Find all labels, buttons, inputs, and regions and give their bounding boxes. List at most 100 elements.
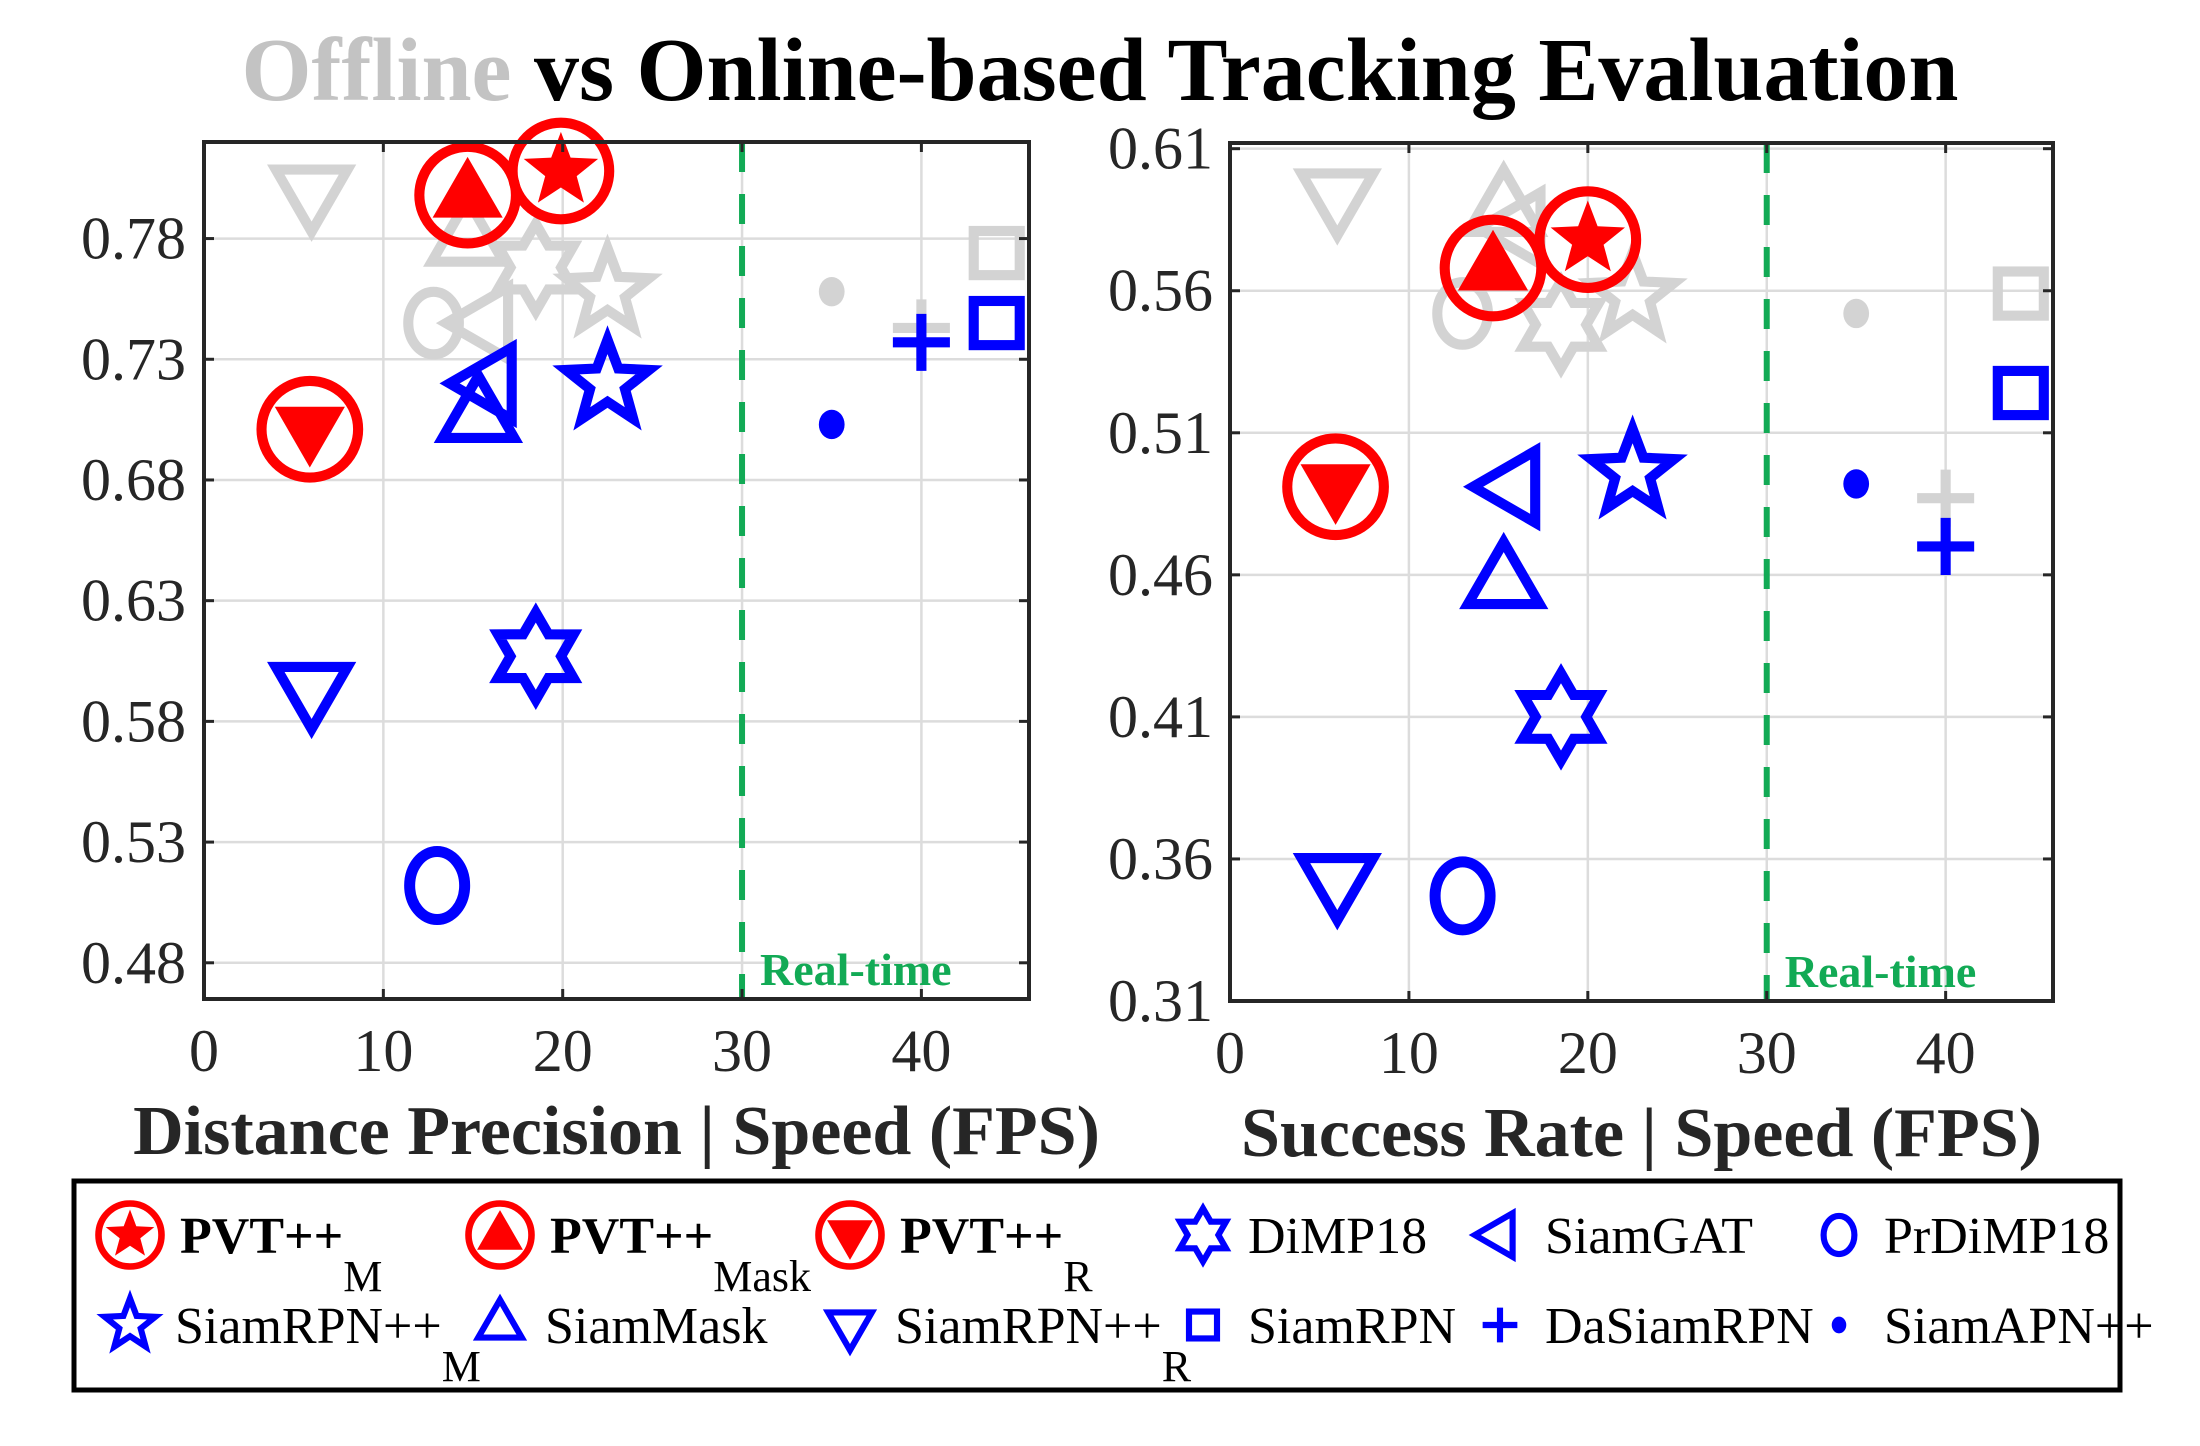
legend-box	[71, 1178, 2123, 1393]
legend-label-subscript: R	[1063, 1252, 1093, 1301]
legend-item-siamrpnpp_r: SiamRPN++R	[822, 1298, 1192, 1391]
legend-label-subscript: R	[1162, 1342, 1192, 1391]
legend-label: SiamRPN++M	[175, 1298, 481, 1391]
legend-label: PVT++M	[180, 1208, 382, 1301]
triangle-up-icon	[472, 1293, 528, 1341]
legend-label-text: SiamRPN++	[895, 1298, 1162, 1355]
circle-star-icon	[95, 1200, 165, 1270]
legend-label-text: SiamGAT	[1545, 1208, 1753, 1265]
y-tick-label: 0.68	[81, 447, 186, 513]
online-point-siamrpn	[1992, 365, 2049, 421]
offline-point-siamrpn	[968, 225, 1025, 281]
online-point-pvt_mask	[1439, 214, 1547, 322]
star-icon	[96, 1289, 164, 1354]
online-point-prdimp18	[1429, 856, 1496, 936]
legend-label-text: SiamAPN++	[1884, 1298, 2154, 1355]
legend-label-text: PrDiMP18	[1884, 1208, 2109, 1265]
y-tick-label: 0.31	[1108, 968, 1213, 1034]
offline-point-siamapnpp	[818, 276, 845, 307]
online-point-siammask	[1459, 531, 1549, 610]
plus-icon	[1482, 1307, 1518, 1343]
online-series	[256, 117, 1025, 926]
online-point-siamapnpp	[1843, 469, 1870, 499]
online-point-prdimp18	[404, 846, 471, 926]
legend-label-text: PVT++	[900, 1208, 1063, 1265]
legend-label-subscript: M	[442, 1342, 481, 1391]
offline-point-siamapnpp	[1843, 298, 1870, 329]
offline-point-siamgat	[435, 278, 514, 368]
online-point-siamrpnpp_r	[267, 661, 357, 740]
legend-item-pvt_mask: PVT++Mask	[465, 1200, 811, 1301]
realtime-label: Real-time	[1785, 946, 1977, 997]
legend-label-subscript: Mask	[713, 1252, 811, 1301]
online-point-pvt_r	[256, 375, 364, 483]
legend-label-text: SiamRPN++	[175, 1298, 442, 1355]
online-series	[1282, 186, 2049, 936]
y-tick-label: 0.53	[81, 809, 186, 875]
online-point-dimp18	[489, 602, 583, 710]
x-tick-label: 40	[891, 1018, 951, 1084]
legend-label: PVT++Mask	[550, 1208, 811, 1301]
y-tick-label: 0.36	[1108, 826, 1213, 892]
x-tick-label: 20	[533, 1018, 593, 1084]
offline-point-siamrpnpp_r	[1292, 168, 1382, 246]
legend-label: SiamMask	[545, 1298, 767, 1355]
x-axis-title: Success Rate | Speed (FPS)	[1241, 1095, 2042, 1172]
legend-item-pvt_m: PVT++M	[95, 1200, 382, 1301]
x-tick-label: 30	[1737, 1020, 1797, 1086]
y-tick-label: 0.78	[81, 206, 186, 272]
x-tick-label: 0	[189, 1018, 219, 1084]
legend-item-dasiamrpn: DaSiamRPN	[1482, 1298, 1814, 1355]
online-point-dasiamrpn	[1917, 517, 1975, 575]
legend-label-text: SiamMask	[545, 1298, 767, 1355]
y-tick-label: 0.48	[81, 930, 186, 996]
legend-label: PVT++R	[900, 1208, 1093, 1301]
online-point-siamrpnpp_r	[1292, 853, 1382, 931]
offline-point-siamrpnpp_r	[267, 164, 357, 242]
realtime-label: Real-time	[760, 944, 952, 995]
circle-triangle-up-icon	[465, 1200, 535, 1270]
y-tick-label: 0.56	[1108, 258, 1213, 324]
y-tick-label: 0.63	[81, 568, 186, 634]
online-point-siamgat	[1462, 442, 1541, 532]
y-tick-label: 0.58	[81, 688, 186, 754]
legend-label: PrDiMP18	[1884, 1208, 2109, 1265]
x-tick-label: 20	[1558, 1020, 1618, 1086]
plot-success-rate: Real-time 0 10 20 30 40 0.31 0.36 0.41 0.46 0.51 0.…	[1108, 116, 2055, 1172]
x-tick-label: 30	[712, 1018, 772, 1084]
online-point-siamrpnpp_m	[1577, 414, 1688, 520]
offline-series	[267, 164, 1025, 368]
legend-label-text: DiMP18	[1248, 1208, 1427, 1265]
offline-point-siammask	[423, 189, 513, 267]
square-icon	[1185, 1308, 1221, 1342]
legend-item-siamgat: SiamGAT	[1468, 1207, 1753, 1265]
circle-triangle-down-icon	[815, 1200, 885, 1270]
circle-icon	[1820, 1212, 1858, 1258]
legend-item-siamrpn: SiamRPN	[1185, 1298, 1456, 1355]
axes-box	[1228, 141, 2055, 1003]
online-point-siamgat	[439, 338, 517, 429]
offline-point-prdimp18	[403, 286, 464, 360]
y-tick-label: 0.46	[1108, 542, 1213, 608]
online-point-dasiamrpn	[892, 313, 950, 371]
title-rest: vs Online-based Tracking Evaluation	[511, 21, 1958, 120]
legend-item-pvt_r: PVT++R	[815, 1200, 1093, 1301]
plot-distance-precision: Real-time 0 10 20 30 40 0.48 0.53 0.58 0.63 0.68 0.…	[81, 117, 1100, 1170]
online-point-pvt_m	[1534, 186, 1642, 293]
offline-point-siamrpn	[1992, 266, 2049, 321]
online-point-siammask	[433, 365, 524, 443]
legend-item-siammask: SiamMask	[472, 1293, 767, 1355]
offline-point-siamrpnpp_m	[552, 233, 663, 339]
hexagram-icon	[1174, 1202, 1232, 1268]
axes-box	[202, 140, 1031, 1001]
x-axis-title: Distance Precision | Speed (FPS)	[133, 1093, 1100, 1170]
online-point-siamrpnpp_m	[552, 325, 663, 431]
legend-label-text: PVT++	[550, 1208, 713, 1265]
x-tick-label: 40	[1916, 1020, 1976, 1086]
figure-title: Offline vs Online-based Tracking Evaluat…	[242, 21, 1959, 120]
legend-item-siamapnpp: SiamAPN++	[1831, 1298, 2154, 1355]
legend-label: DiMP18	[1248, 1208, 1427, 1265]
legend-item-siamrpnpp_m: SiamRPN++M	[96, 1289, 481, 1391]
